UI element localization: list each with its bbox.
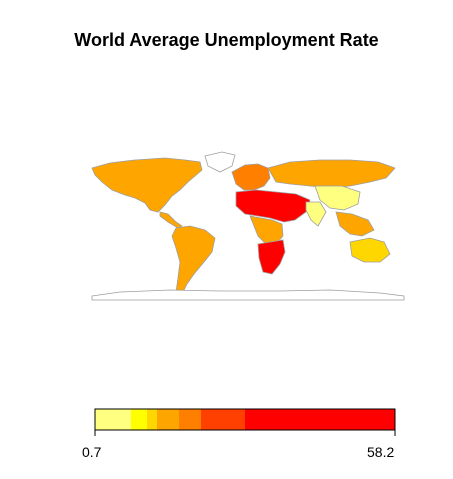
map-region-southern-africa bbox=[257, 239, 286, 275]
legend-bin bbox=[245, 409, 395, 430]
map-region-antarctica bbox=[91, 289, 405, 301]
legend-bin bbox=[157, 409, 179, 430]
legend-frame bbox=[94, 408, 396, 431]
map-region-central-africa bbox=[249, 215, 284, 245]
map-region-southeast-asia bbox=[335, 211, 375, 237]
legend-max-label: 58.2 bbox=[367, 444, 395, 460]
map-region-south-america bbox=[171, 225, 216, 295]
map-region-north-america bbox=[91, 157, 203, 213]
map-region-north-africa-middle-east bbox=[235, 189, 311, 223]
map-region-europe bbox=[231, 163, 271, 191]
legend-bin bbox=[201, 409, 245, 430]
legend-bin bbox=[179, 409, 201, 430]
legend-bin bbox=[95, 409, 131, 430]
map-regions bbox=[91, 151, 405, 301]
legend-min-label: 0.7 bbox=[82, 444, 102, 460]
map-region-australia bbox=[349, 237, 391, 263]
map-region-china bbox=[314, 185, 361, 211]
legend-colorbar bbox=[94, 408, 396, 436]
map-region-central-america bbox=[159, 211, 183, 229]
legend-bin bbox=[131, 409, 147, 430]
map-region-greenland bbox=[204, 151, 236, 173]
map-region-russia bbox=[267, 159, 396, 189]
legend-bin bbox=[147, 409, 157, 430]
map-region-india bbox=[305, 201, 327, 227]
chart-title: World Average Unemployment Rate bbox=[74, 30, 379, 50]
